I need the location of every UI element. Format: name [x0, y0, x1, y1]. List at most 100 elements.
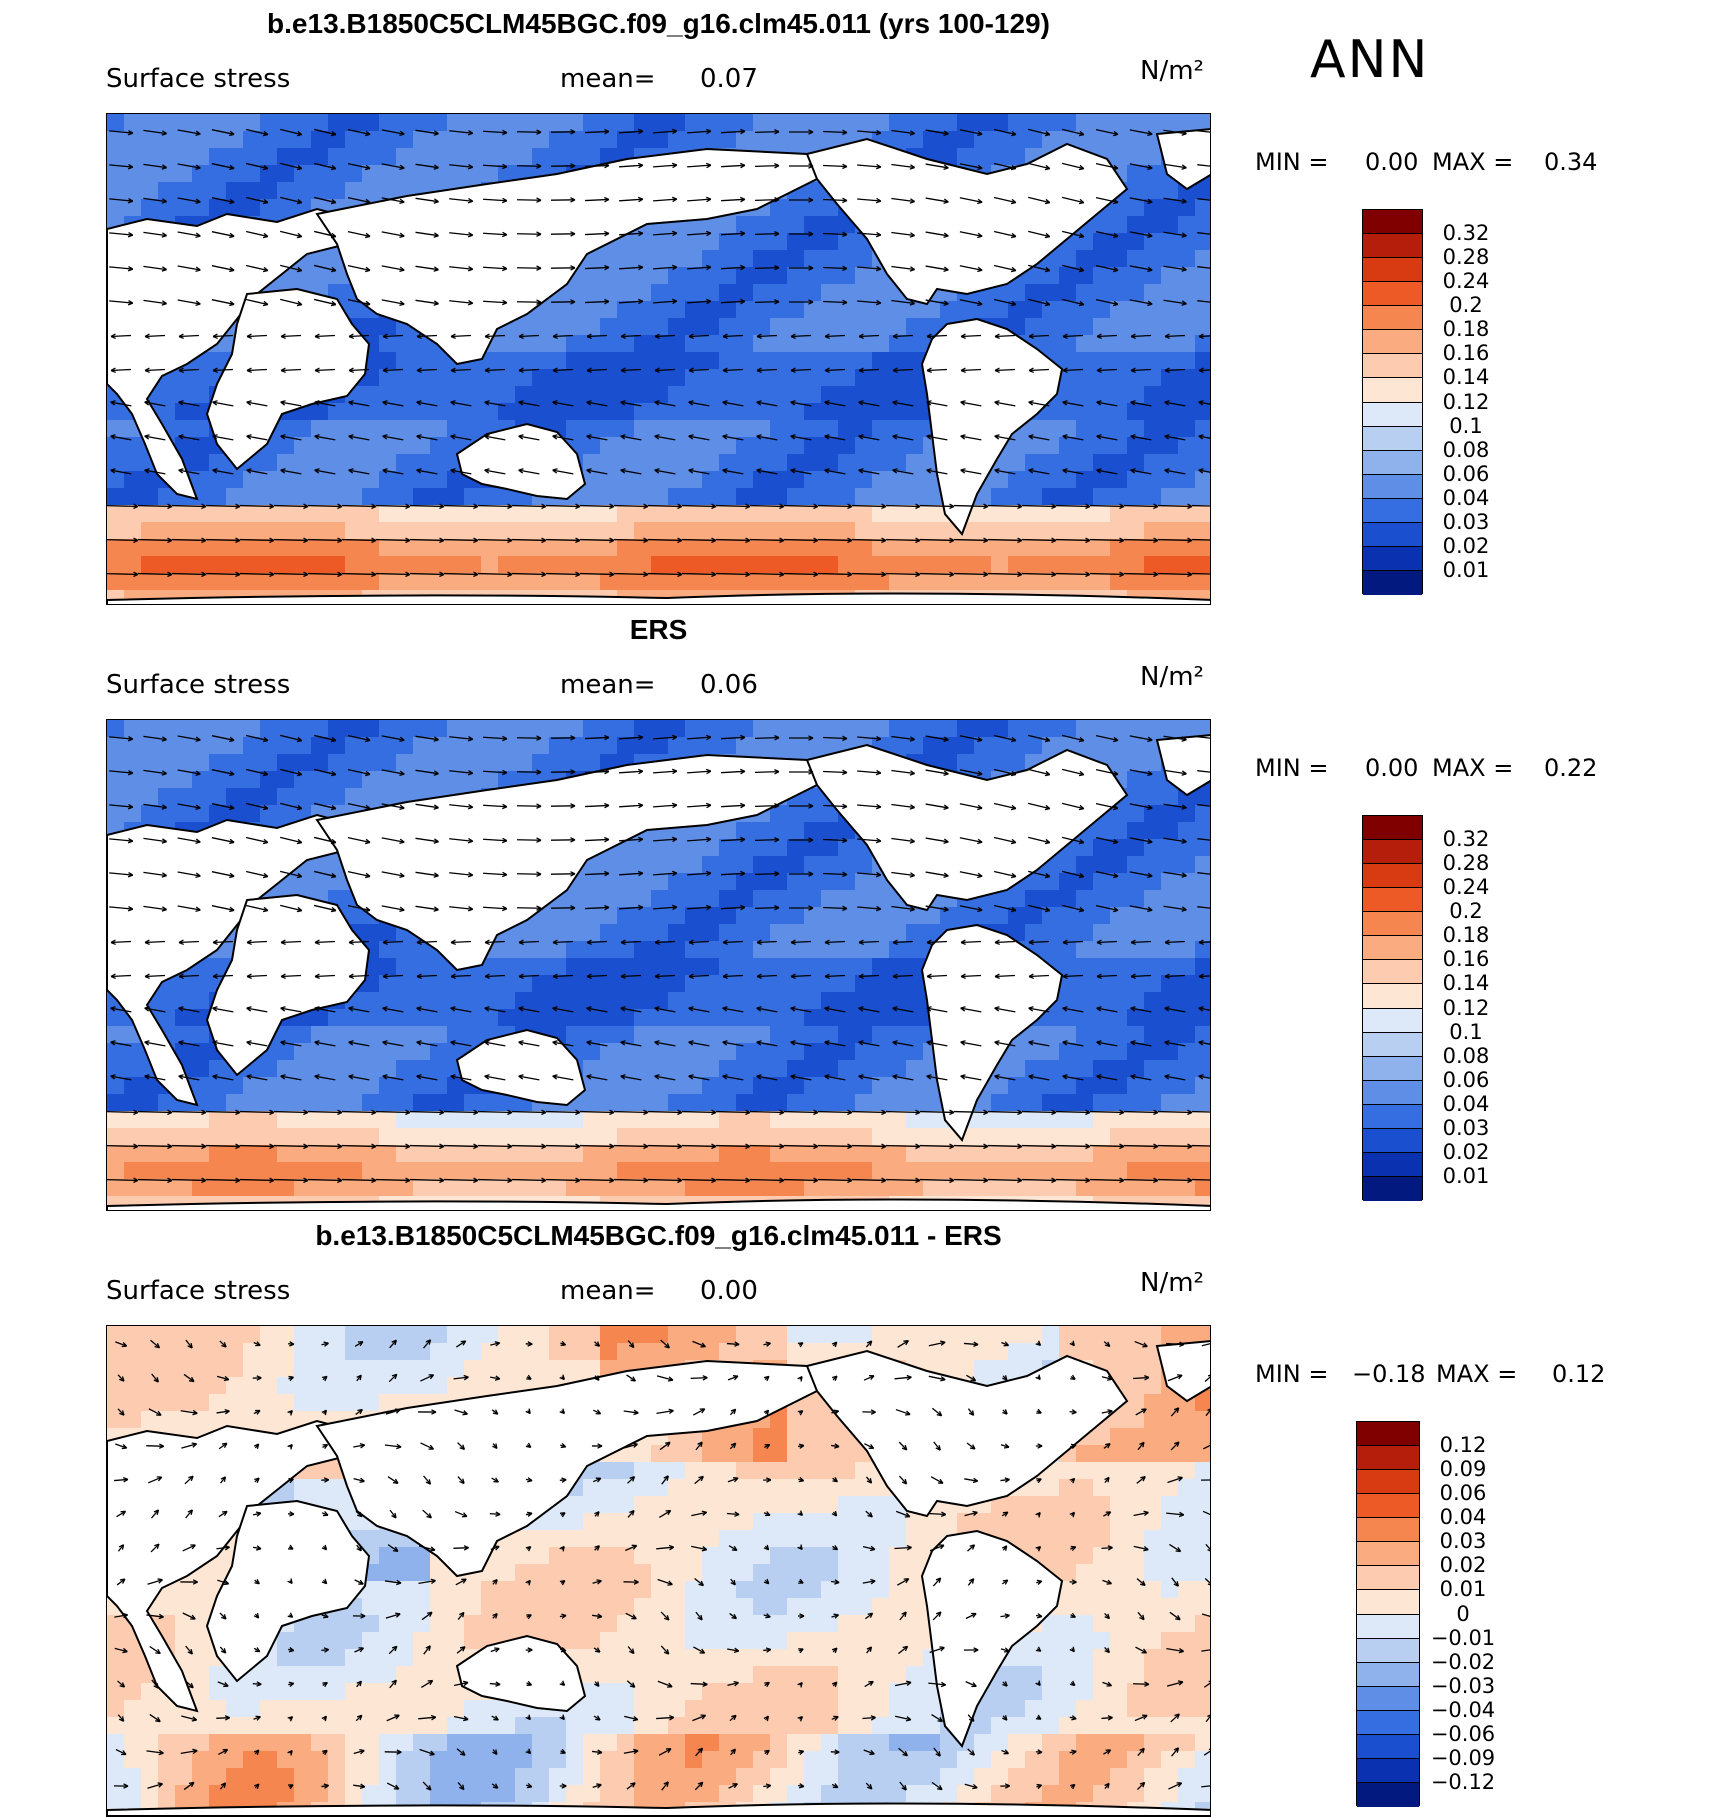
field-cell	[702, 907, 720, 925]
field-cell	[787, 301, 805, 319]
field-cell	[889, 1179, 907, 1197]
field-cell	[1144, 539, 1162, 557]
field-cell	[311, 1043, 329, 1061]
vector-shaft	[784, 574, 818, 575]
field-cell	[600, 1128, 618, 1146]
field-cell	[838, 573, 856, 591]
min-label: MIN =	[1255, 148, 1328, 176]
field-cell	[651, 1162, 669, 1180]
field-cell	[804, 284, 822, 302]
field-cell	[906, 975, 924, 993]
field-cell	[107, 771, 125, 789]
vector-shaft	[988, 506, 1022, 507]
field-cell	[107, 454, 125, 472]
field-cell	[940, 907, 958, 925]
field-cell	[617, 1162, 635, 1180]
field-cell	[447, 720, 465, 738]
field-cell	[600, 573, 618, 591]
field-cell	[1042, 454, 1060, 472]
field-cell	[770, 890, 788, 908]
season-label: ANN	[1310, 30, 1429, 90]
field-cell	[1076, 250, 1094, 268]
field-cell	[923, 737, 941, 755]
field-cell	[294, 1111, 312, 1129]
field-cell	[209, 754, 227, 772]
field-cell	[1127, 488, 1145, 506]
field-cell	[736, 1094, 754, 1112]
field-cell	[719, 856, 737, 874]
field-cell	[821, 856, 839, 874]
field-cell	[141, 805, 159, 823]
field-cell	[1059, 505, 1077, 523]
field-cell	[311, 131, 329, 149]
field-cell	[617, 403, 635, 421]
field-cell	[328, 1179, 346, 1197]
field-cell	[1093, 1179, 1111, 1197]
field-cell	[1127, 539, 1145, 557]
field-cell	[1127, 471, 1145, 489]
field-cell	[906, 720, 924, 738]
field-cell	[583, 131, 601, 149]
field-cell	[260, 1128, 278, 1146]
field-cell	[600, 488, 618, 506]
field-cell	[311, 420, 329, 438]
field-cell	[753, 890, 771, 908]
field-cell	[158, 573, 176, 591]
field-cell	[107, 420, 125, 438]
field-cell	[702, 233, 720, 251]
field-cell	[855, 1162, 873, 1180]
field-cell	[804, 335, 822, 353]
field-cell	[209, 471, 227, 489]
field-cell	[736, 386, 754, 404]
field-cell	[1042, 522, 1060, 540]
field-cell	[532, 958, 550, 976]
field-cell	[1195, 318, 1211, 336]
field-cell	[719, 924, 737, 942]
field-cell	[464, 975, 482, 993]
field-cell	[311, 1009, 329, 1027]
field-cell	[243, 788, 261, 806]
field-cell	[651, 386, 669, 404]
field-cell	[787, 907, 805, 925]
field-cell	[464, 992, 482, 1010]
field-cell	[464, 720, 482, 738]
field-cell	[651, 284, 669, 302]
field-cell	[804, 573, 822, 591]
field-cell	[634, 454, 652, 472]
field-cell	[277, 539, 295, 557]
field-cell	[277, 737, 295, 755]
field-cell	[260, 1060, 278, 1078]
field-cell	[685, 1043, 703, 1061]
field-cell	[736, 488, 754, 506]
field-cell	[1161, 386, 1179, 404]
field-cell	[209, 556, 227, 574]
field-cell	[889, 454, 907, 472]
field-cell	[719, 488, 737, 506]
field-cell	[600, 369, 618, 387]
field-cell	[821, 488, 839, 506]
field-cell	[243, 522, 261, 540]
field-cell	[430, 754, 448, 772]
field-cell	[413, 720, 431, 738]
field-cell	[685, 420, 703, 438]
field-cell	[600, 1162, 618, 1180]
field-cell	[617, 454, 635, 472]
field-cell	[804, 907, 822, 925]
field-cell	[379, 573, 397, 591]
field-cell	[124, 148, 142, 166]
field-cell	[1195, 1043, 1211, 1061]
field-cell	[787, 1111, 805, 1129]
field-cell	[719, 216, 737, 234]
field-cell	[906, 301, 924, 319]
field-cell	[107, 1060, 125, 1078]
field-cell	[1178, 386, 1196, 404]
field-cell	[1144, 1145, 1162, 1163]
field-cell	[685, 488, 703, 506]
field-cell	[1076, 522, 1094, 540]
field-cell	[991, 907, 1009, 925]
field-cell	[872, 505, 890, 523]
field-cell	[260, 182, 278, 200]
field-cell	[1144, 522, 1162, 540]
field-cell	[107, 114, 125, 132]
field-cell	[1127, 403, 1145, 421]
